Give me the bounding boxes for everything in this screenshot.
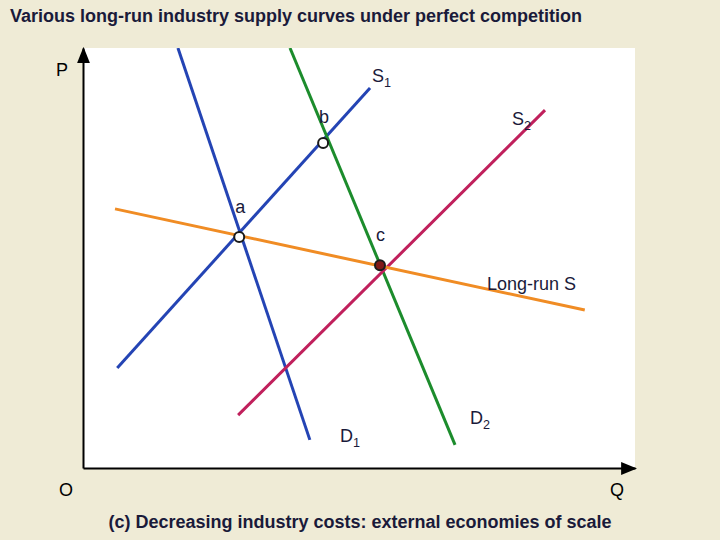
title: Various long-run industry supply curves … (10, 6, 582, 26)
origin-label: O (59, 480, 73, 500)
point-label: c (376, 225, 385, 245)
curve-label: D1 (340, 426, 360, 450)
axis-line (83, 49, 85, 469)
y-axis (83, 49, 84, 469)
equilibrium-point (234, 232, 244, 242)
axis-line (84, 468, 636, 470)
curve (238, 110, 545, 415)
x-axis (84, 468, 636, 469)
chart: Various long-run industry supply curves … (0, 0, 720, 540)
point-label: a (235, 197, 246, 217)
curve-label: D2 (470, 408, 490, 432)
curve-label: S2 (512, 109, 531, 133)
point-label: b (319, 107, 329, 127)
plot-background (83, 48, 635, 468)
curve (115, 209, 585, 310)
equilibrium-point (318, 138, 328, 148)
curve (117, 88, 370, 368)
curve (290, 48, 455, 445)
caption: (c) Decreasing industry costs: external … (108, 512, 611, 532)
equilibrium-point (375, 260, 385, 270)
curve-label: S1 (372, 66, 391, 90)
y-axis-title: P (56, 60, 68, 80)
x-axis-title: Q (610, 480, 624, 500)
curve-label: Long-run S (487, 274, 576, 294)
curve (178, 48, 310, 440)
plot-area (115, 48, 585, 445)
